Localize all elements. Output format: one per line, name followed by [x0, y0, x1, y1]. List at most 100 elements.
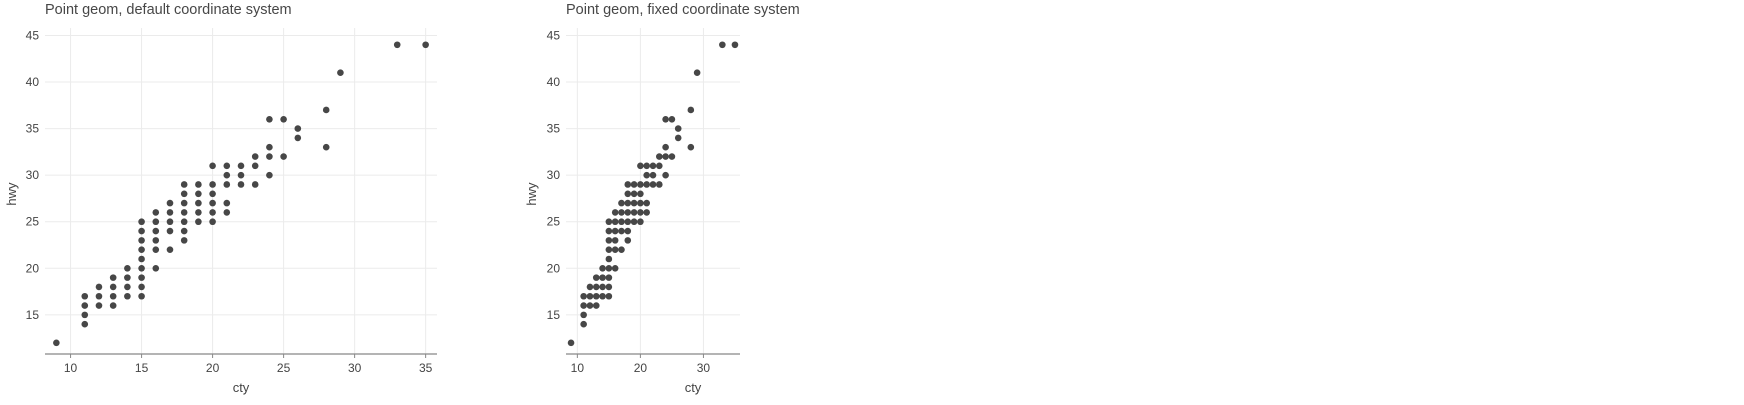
data-point: [592, 283, 600, 291]
data-point: [166, 209, 174, 216]
data-point: [668, 153, 676, 160]
data-point: [618, 199, 625, 207]
data-point: [95, 283, 103, 291]
data-point: [599, 274, 606, 281]
data-point: [251, 181, 259, 188]
data-point: [109, 283, 117, 291]
y-tick-label: 20: [26, 261, 40, 275]
data-point: [630, 218, 638, 226]
gridlines: [566, 28, 740, 354]
data-point: [209, 199, 216, 207]
data-point: [611, 227, 619, 235]
data-point: [618, 218, 625, 226]
data-point: [138, 265, 145, 272]
data-point: [662, 171, 669, 179]
data-point: [624, 218, 632, 226]
data-point: [138, 218, 145, 226]
data-point: [630, 209, 638, 216]
x-tick-label: 20: [634, 361, 648, 375]
gridlines: [45, 28, 437, 354]
data-point: [611, 209, 619, 216]
data-point: [180, 199, 188, 207]
data-point: [152, 227, 160, 235]
data-point: [237, 162, 245, 170]
data-point: [422, 41, 429, 49]
data-point: [637, 162, 644, 170]
chart-default-coords-svg: Point geom, default coordinate system 10…: [4, 2, 437, 395]
y-tick-label: 20: [547, 261, 561, 275]
data-point: [280, 153, 287, 160]
data-point: [180, 190, 188, 198]
x-tick-label: 20: [206, 361, 220, 375]
x-tick-label: 10: [571, 361, 585, 375]
data-point: [687, 106, 695, 114]
y-tick-label: 40: [26, 75, 40, 89]
data-point: [637, 190, 644, 198]
data-point: [643, 209, 650, 216]
y-tick-label: 45: [26, 28, 40, 42]
x-tick-label: 15: [135, 361, 149, 375]
data-point: [605, 283, 613, 291]
data-point: [580, 320, 587, 328]
chart-title: Point geom, default coordinate system: [45, 2, 292, 18]
data-point: [138, 227, 145, 235]
data-point: [166, 218, 174, 226]
data-point: [580, 292, 587, 300]
data-point: [649, 171, 657, 179]
data-point: [209, 209, 216, 216]
x-tick-label: 25: [277, 361, 291, 375]
y-tick-label: 45: [547, 28, 561, 42]
data-point: [643, 199, 650, 207]
data-point: [152, 246, 160, 253]
data-point: [656, 153, 663, 160]
x-tick-label: 30: [697, 361, 711, 375]
y-tick-label: 35: [26, 122, 40, 136]
data-point: [251, 162, 259, 170]
y-tick-label: 15: [26, 308, 40, 322]
data-point: [611, 218, 619, 226]
data-point: [662, 115, 669, 123]
data-point: [586, 283, 594, 291]
data-point: [209, 162, 216, 170]
data-point: [124, 265, 131, 272]
data-point: [567, 339, 575, 347]
data-point: [624, 237, 632, 244]
data-point: [618, 209, 625, 216]
data-point: [592, 302, 600, 309]
data-point: [393, 41, 401, 49]
data-point: [53, 339, 60, 347]
data-point: [124, 292, 131, 300]
data-point: [152, 218, 160, 226]
data-point: [209, 218, 216, 226]
chart-default-coords: Point geom, default coordinate system 10…: [0, 0, 450, 405]
data-point: [81, 292, 89, 300]
data-point: [294, 134, 302, 142]
data-point: [611, 246, 619, 253]
data-point: [109, 274, 117, 281]
data-point: [592, 292, 600, 300]
data-point: [180, 237, 188, 244]
data-point: [322, 143, 330, 151]
data-point: [586, 292, 594, 300]
data-point: [656, 162, 663, 170]
data-point: [618, 246, 625, 253]
data-point: [195, 181, 202, 188]
data-point: [580, 311, 587, 319]
chart-fixed-coords-svg: Point geom, fixed coordinate system 10 20…: [524, 2, 800, 395]
chart-title: Point geom, fixed coordinate system: [566, 2, 800, 18]
data-point: [649, 162, 657, 170]
data-point: [180, 227, 188, 235]
chart-fixed-coords: Point geom, fixed coordinate system 10 20…: [520, 0, 840, 405]
data-point: [662, 153, 669, 160]
y-axis-title: hwy: [524, 182, 539, 206]
data-point: [237, 171, 245, 179]
data-point: [124, 283, 131, 291]
data-point: [605, 265, 613, 272]
data-point: [223, 209, 231, 216]
y-tick-label: 35: [547, 122, 561, 136]
data-point: [81, 302, 89, 309]
points: [53, 41, 429, 347]
data-point: [630, 190, 638, 198]
data-point: [668, 115, 676, 123]
data-point: [719, 41, 726, 49]
